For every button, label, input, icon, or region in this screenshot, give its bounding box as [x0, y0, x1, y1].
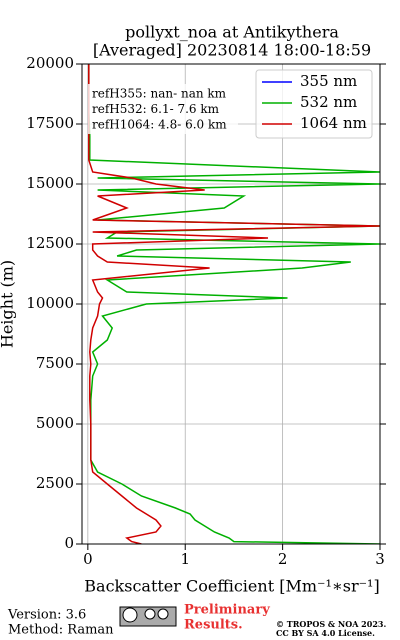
annotation: refH532: 6.1- 7.6 km — [92, 102, 220, 116]
status: Preliminary — [184, 603, 270, 618]
y-axis-label: Height (m) — [0, 260, 17, 348]
y-tick-label: 2500 — [36, 474, 74, 492]
x-tick-label: 0 — [83, 550, 93, 568]
y-tick-label: 20000 — [26, 54, 74, 72]
y-tick-label: 17500 — [26, 114, 74, 132]
cc-logo — [119, 606, 177, 627]
x-tick-label: 1 — [180, 550, 190, 568]
y-tick-label: 10000 — [26, 294, 74, 312]
annotation: refH355: nan- nan km — [92, 87, 227, 101]
legend-label: 532 nm — [300, 93, 357, 111]
annotation-box — [88, 84, 238, 134]
method: Method: Raman — [8, 623, 114, 638]
x-tick-label: 2 — [278, 550, 288, 568]
y-tick-label: 12500 — [26, 234, 74, 252]
x-tick-label: 3 — [375, 550, 385, 568]
profile-line — [88, 64, 380, 544]
license: CC BY SA 4.0 License. — [276, 628, 375, 638]
legend-label: 355 nm — [300, 72, 357, 90]
profile-line — [88, 64, 380, 544]
y-tick-label: 15000 — [26, 174, 74, 192]
y-tick-label: 7500 — [36, 354, 74, 372]
y-tick-label: 0 — [64, 534, 74, 552]
annotation: refH1064: 4.8- 6.0 km — [92, 118, 227, 132]
chart-title: pollyxt_noa at Antikythera — [125, 23, 339, 42]
version: Version: 3.6 — [7, 608, 86, 623]
legend-box — [255, 69, 373, 139]
chart-subtitle: [Averaged] 20230814 18:00-18:59 — [93, 41, 371, 60]
status: Results. — [184, 618, 243, 633]
x-axis-label: Backscatter Coefficient [Mm⁻¹∗sr⁻¹] — [84, 577, 379, 596]
plot-frame — [81, 63, 381, 545]
legend-label: 1064 nm — [300, 114, 367, 132]
y-tick-label: 5000 — [36, 414, 74, 432]
plot-lines — [88, 64, 380, 544]
copyright: © TROPOS & NOA 2023. — [276, 619, 386, 629]
